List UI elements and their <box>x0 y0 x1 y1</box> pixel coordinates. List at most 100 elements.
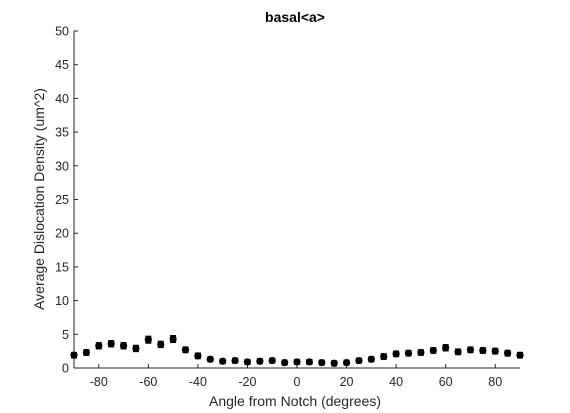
data-marker <box>70 351 78 359</box>
data-marker <box>380 352 388 361</box>
y-tick-label: 45 <box>55 58 69 72</box>
data-point <box>380 352 388 361</box>
data-point <box>70 351 78 359</box>
data-point <box>466 346 475 354</box>
data-point <box>318 359 326 367</box>
data-point <box>392 350 400 358</box>
data-point <box>491 347 499 355</box>
data-point <box>206 355 214 363</box>
data-point <box>454 348 462 356</box>
data-point <box>281 359 289 367</box>
data-marker <box>132 344 140 353</box>
data-marker <box>330 359 338 367</box>
data-point <box>293 358 301 366</box>
data-point <box>194 352 202 360</box>
data-point <box>144 335 152 344</box>
data-marker <box>429 346 437 355</box>
y-tick-label: 10 <box>55 294 69 308</box>
data-marker <box>504 349 512 357</box>
data-marker <box>454 348 462 356</box>
data-point <box>95 342 103 350</box>
x-tick-label: -20 <box>238 375 256 389</box>
data-marker <box>95 342 103 350</box>
data-point <box>268 356 276 365</box>
x-tick-label: 20 <box>340 375 354 389</box>
data-marker <box>392 350 400 358</box>
data-marker <box>268 356 276 365</box>
data-marker <box>466 346 475 354</box>
data-marker <box>206 355 214 363</box>
data-marker <box>281 359 289 367</box>
data-marker <box>82 348 90 357</box>
data-point <box>342 359 351 367</box>
data-point <box>132 344 140 353</box>
data-marker <box>119 342 128 350</box>
data-point <box>516 351 524 359</box>
data-point <box>404 349 413 357</box>
data-marker <box>442 344 450 352</box>
x-tick-label: 40 <box>389 375 403 389</box>
x-tick-label: -80 <box>90 375 108 389</box>
data-point <box>169 334 177 344</box>
data-point <box>305 358 313 366</box>
data-point <box>355 356 363 365</box>
y-axis-ticks: 0 5 10 15 20 25 30 35 40 45 50 <box>55 25 78 376</box>
data-marker <box>367 355 375 363</box>
data-marker <box>231 356 239 365</box>
data-point <box>504 349 512 357</box>
data-marker <box>181 346 190 354</box>
x-tick-label: 80 <box>488 375 502 389</box>
data-point <box>442 344 450 352</box>
data-marker <box>169 335 177 343</box>
data-point <box>231 356 239 365</box>
y-tick-label: 15 <box>55 260 69 274</box>
data-marker <box>404 349 413 357</box>
data-points <box>70 334 524 367</box>
data-point <box>219 357 227 365</box>
x-tick-label: 60 <box>439 375 453 389</box>
data-marker <box>318 359 326 367</box>
axes-lines <box>73 31 520 369</box>
y-tick-label: 30 <box>55 159 69 173</box>
data-point <box>256 357 264 365</box>
data-point <box>243 358 252 366</box>
data-point <box>181 346 190 354</box>
x-axis-ticks: -80 -60 -40 -20 0 20 40 60 80 <box>90 364 502 389</box>
data-point <box>119 342 128 350</box>
data-marker <box>144 336 152 344</box>
data-marker <box>479 346 487 355</box>
chart-title: basal<a> <box>265 9 325 25</box>
y-tick-label: 50 <box>55 25 69 39</box>
data-marker <box>342 359 351 367</box>
data-marker <box>194 352 202 360</box>
data-marker <box>305 358 313 366</box>
data-marker <box>243 358 252 366</box>
data-point <box>479 346 487 355</box>
x-axis-title: Angle from Notch (degrees) <box>209 393 381 409</box>
y-tick-label: 0 <box>62 362 69 376</box>
data-marker <box>417 348 425 357</box>
data-marker <box>516 351 524 359</box>
data-marker <box>107 340 115 348</box>
x-tick-label: 0 <box>294 375 301 389</box>
data-point <box>82 348 90 357</box>
y-tick-label: 5 <box>62 328 69 342</box>
data-marker <box>256 357 264 365</box>
data-point <box>417 348 425 357</box>
data-point <box>107 340 115 348</box>
data-point <box>330 359 338 367</box>
data-marker <box>157 340 165 349</box>
y-tick-label: 35 <box>55 126 69 140</box>
x-tick-label: -40 <box>189 375 207 389</box>
y-tick-label: 25 <box>55 193 69 207</box>
data-marker <box>491 347 499 355</box>
y-tick-label: 20 <box>55 227 69 241</box>
data-marker <box>219 357 227 365</box>
y-tick-label: 40 <box>55 92 69 106</box>
data-point <box>157 340 165 349</box>
x-tick-label: -60 <box>139 375 157 389</box>
data-marker <box>355 356 363 365</box>
data-marker <box>293 358 301 366</box>
